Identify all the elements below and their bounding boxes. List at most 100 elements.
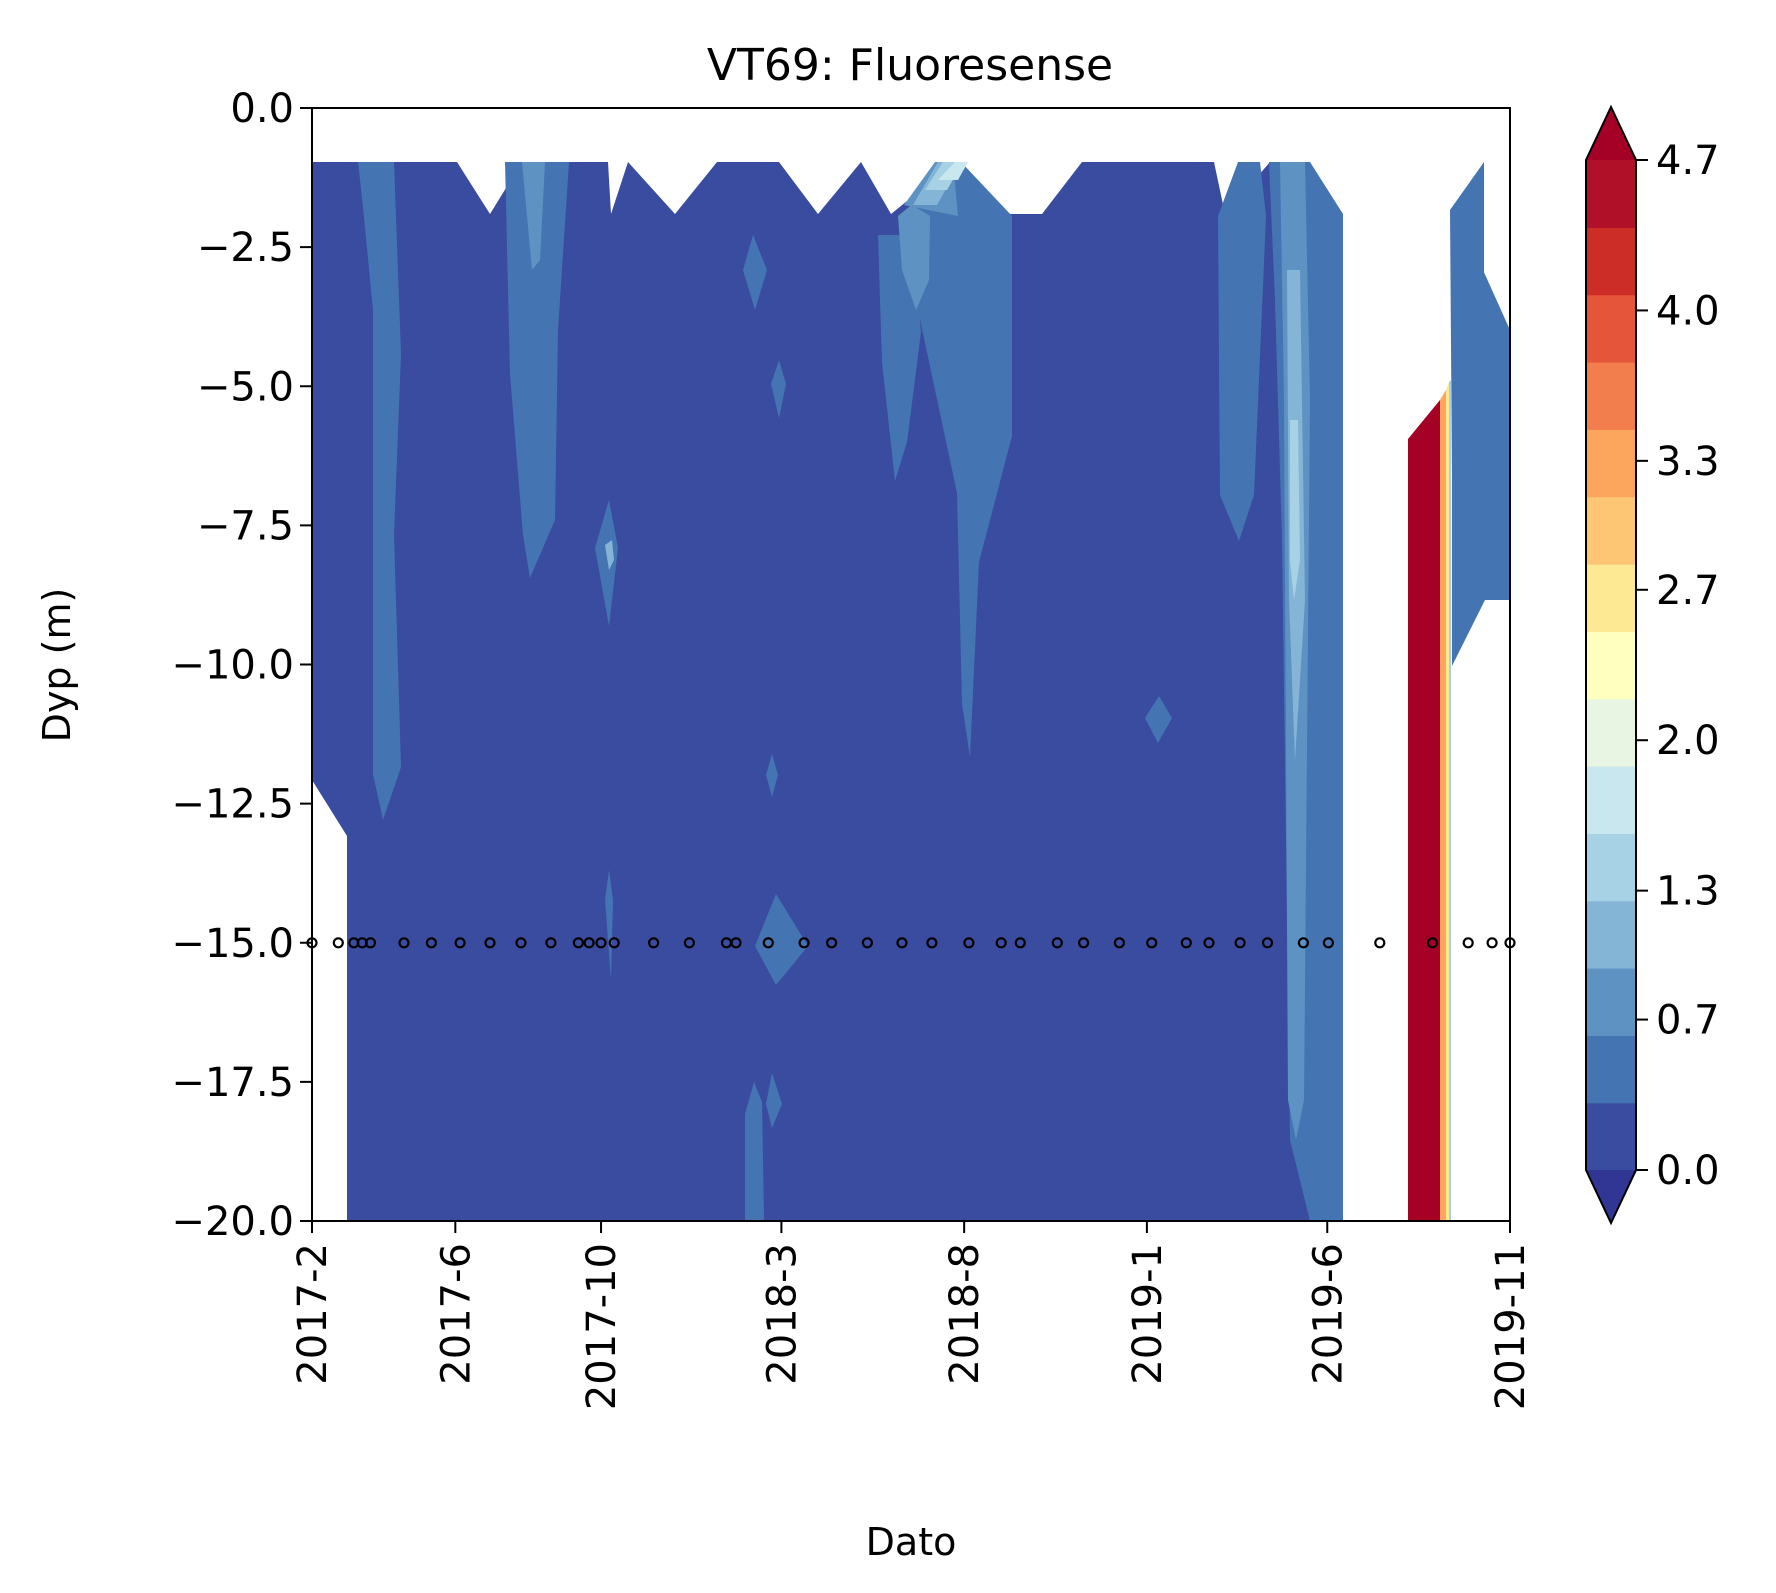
x-tick-label: 2017-2: [290, 1243, 336, 1385]
colorbar-tick-label: 3.3: [1656, 439, 1720, 485]
sample-marker: [572, 937, 585, 949]
sample-marker: [1113, 937, 1126, 949]
contour-region: [1446, 382, 1449, 1221]
contour-region: [755, 894, 808, 985]
sample-marker: [425, 937, 437, 949]
sample-marker: [583, 937, 595, 949]
contour-region: [743, 235, 767, 310]
x-tick-label: 2017-10: [579, 1243, 625, 1410]
y-tick-label: −12.5: [171, 782, 294, 828]
x-axis-label: Dato: [866, 1520, 957, 1564]
sample-marker: [963, 937, 975, 949]
x-tick-label: 2019-1: [1125, 1243, 1171, 1385]
x-tick-label: 2019-6: [1305, 1243, 1351, 1385]
colorbar-tick-label: 0.0: [1656, 1148, 1720, 1194]
colorbar-segment: [1586, 698, 1636, 767]
sample-marker: [608, 937, 620, 949]
colorbar-tick-label: 4.0: [1656, 288, 1720, 334]
colorbar-segment: [1586, 631, 1636, 700]
colorbar-tick-label: 4.7: [1656, 138, 1720, 184]
sample-marker: [1180, 937, 1192, 949]
contour-region: [522, 162, 545, 270]
contour-region: [1450, 162, 1485, 666]
contour-region: [898, 162, 1012, 757]
sample-marker: [1261, 937, 1274, 949]
contour-field: [312, 162, 1510, 1221]
contour-region: [605, 540, 614, 570]
sample-marker: [861, 937, 874, 949]
contour-region: [745, 1082, 764, 1221]
colorbar-tick-label: 2.0: [1656, 718, 1720, 764]
colorbar-segment: [1586, 429, 1636, 498]
sample-marker: [995, 937, 1007, 949]
y-axis-label: Dyp (m): [35, 588, 79, 743]
contour-region: [1290, 420, 1300, 600]
sample-marker: [1203, 937, 1215, 949]
contour-region: [605, 870, 613, 980]
x-tick-label: 2017-6: [433, 1243, 479, 1385]
sample-marker: [896, 937, 908, 949]
colorbar-segment: [1586, 900, 1636, 969]
contour-region: [1440, 390, 1446, 1221]
colorbar-segment: [1586, 227, 1636, 296]
colorbar-tick-label: 2.7: [1656, 568, 1720, 614]
colorbar: 4.7 4.0 3.3 2.7 2.0 1.3 0.7 0.0: [1585, 104, 1720, 1226]
y-tick-label: −2.5: [197, 225, 294, 271]
sample-marker: [1077, 937, 1090, 949]
y-tick-label: −10.0: [171, 643, 294, 689]
sample-marker: [1297, 937, 1310, 949]
x-tick-label: 2019-11: [1488, 1243, 1534, 1410]
sample-marker: [762, 937, 774, 949]
sample-marker: [1014, 937, 1026, 949]
sample-marker: [515, 937, 527, 949]
colorbar-extend-max: [1586, 107, 1636, 160]
contour-region: [766, 754, 778, 797]
colorbar-segment: [1586, 362, 1636, 430]
colorbar-segment: [1586, 833, 1636, 902]
colorbar-segment: [1586, 766, 1636, 834]
contour-region: [938, 162, 968, 180]
sample-marker: [1374, 937, 1386, 949]
sample-marker: [825, 937, 838, 949]
contour-region: [898, 205, 930, 310]
contour-region: [771, 360, 786, 418]
contour-region: [1218, 162, 1266, 541]
colorbar-segment: [1586, 160, 1636, 228]
y-tick-label: −5.0: [197, 364, 294, 410]
sample-marker: [484, 937, 496, 949]
contour-region: [505, 162, 569, 578]
contour-region: [358, 162, 401, 820]
sample-marker: [1146, 937, 1158, 949]
sample-marker: [1486, 937, 1498, 949]
sample-marker: [1234, 937, 1246, 949]
sample-marker: [1051, 937, 1063, 949]
colorbar-segment: [1586, 294, 1636, 363]
sample-marker: [647, 937, 660, 949]
sample-marker: [545, 937, 557, 949]
colorbar-segment: [1586, 496, 1636, 565]
sample-marker: [454, 937, 466, 949]
y-tick-label: −7.5: [197, 503, 294, 549]
colorbar-segment: [1586, 1035, 1636, 1104]
colorbar-extend-min: [1586, 1170, 1636, 1223]
sample-marker: [683, 937, 696, 949]
chart-title: VT69: Fluoresense: [707, 40, 1113, 91]
colorbar-tick-label: 0.7: [1656, 998, 1720, 1044]
x-tick-label: 2018-3: [759, 1243, 805, 1385]
contour-region: [312, 162, 1343, 1221]
sample-markers: [306, 937, 1516, 949]
contour-region: [766, 1073, 782, 1128]
sample-marker: [926, 937, 938, 949]
y-tick-label: −15.0: [171, 921, 294, 967]
sample-marker: [730, 937, 742, 949]
colorbar-tick-label: 1.3: [1656, 869, 1720, 915]
sample-marker: [1462, 937, 1474, 949]
contour-region: [1145, 696, 1172, 743]
y-tick-label: 0.0: [230, 86, 294, 132]
colorbar-segment: [1586, 968, 1636, 1036]
sample-marker: [364, 937, 377, 949]
contour-region: [1408, 400, 1440, 1221]
sample-marker: [398, 937, 410, 949]
colorbar-segment: [1586, 564, 1636, 632]
